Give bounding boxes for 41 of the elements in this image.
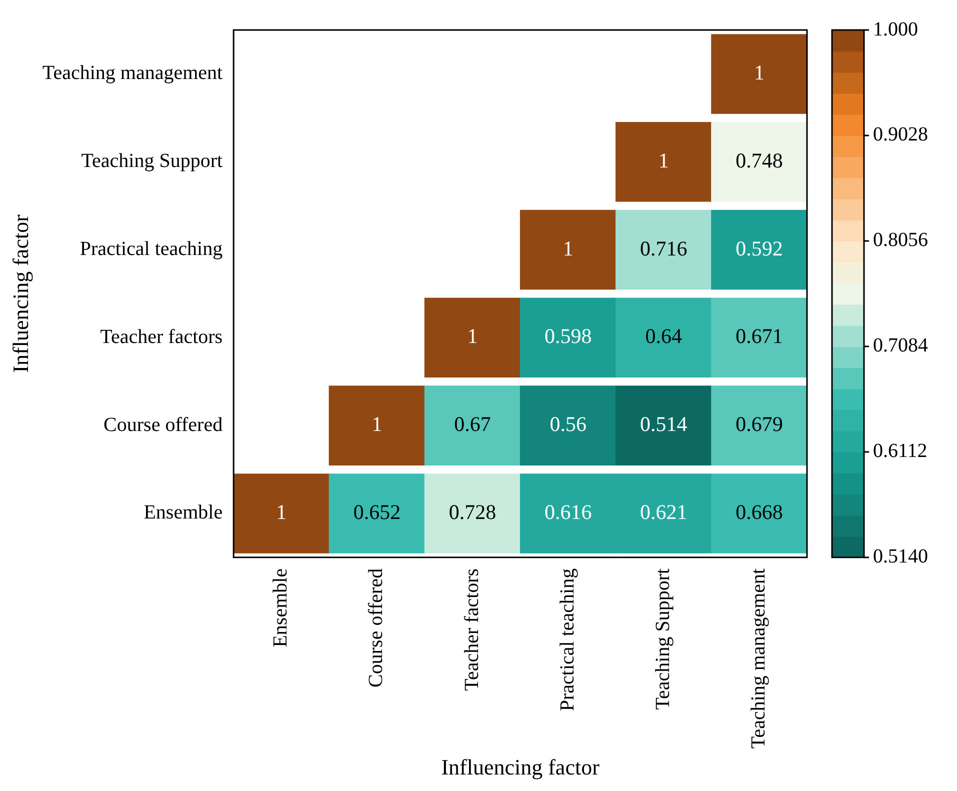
color-bar-label: 0.9028 xyxy=(873,124,928,146)
y-tick-label: Teacher factors xyxy=(100,326,223,348)
data-label: 0.652 xyxy=(353,500,401,524)
x-tick-label: Practical teaching xyxy=(556,568,578,712)
x-tick-label: Teaching management xyxy=(747,568,770,749)
data-label: 0.67 xyxy=(454,412,491,436)
x-tick-label: Teaching Support xyxy=(652,568,674,710)
data-label: 1 xyxy=(467,324,478,348)
data-label: 0.514 xyxy=(640,412,688,436)
x-tick-label: Teacher factors xyxy=(460,568,483,691)
y-axis-title: Influencing factor xyxy=(8,214,33,373)
data-label: 0.616 xyxy=(544,500,592,524)
y-tick-label: Course offered xyxy=(104,414,223,436)
data-label: 0.728 xyxy=(448,500,496,524)
color-bar-label: 0.5140 xyxy=(873,546,928,568)
color-bar-label: 1.000 xyxy=(873,18,918,40)
data-label: 0.64 xyxy=(645,324,683,348)
x-axis-title: Influencing factor xyxy=(441,754,600,780)
y-tick-label: Teaching management xyxy=(42,62,224,84)
data-label: 0.592 xyxy=(736,236,783,260)
y-tick-label: Ensemble xyxy=(144,502,223,524)
data-label: 1 xyxy=(276,500,287,524)
data-label: 0.716 xyxy=(640,236,688,260)
data-label: 1 xyxy=(562,236,574,260)
data-label: 0.748 xyxy=(736,148,783,172)
data-label: 0.56 xyxy=(550,412,586,436)
data-label: 0.671 xyxy=(736,324,783,348)
color-bar-label: 0.8056 xyxy=(873,229,928,252)
color-bar-label: 0.6112 xyxy=(873,440,928,462)
data-label: 1 xyxy=(754,60,764,84)
y-tick-label: Practical teaching xyxy=(80,238,223,260)
data-label: 0.598 xyxy=(544,324,592,348)
x-tick-label: Course offered xyxy=(365,568,388,688)
data-label: 0.621 xyxy=(640,500,688,524)
data-label: 1 xyxy=(658,148,669,172)
data-label: 1 xyxy=(372,412,382,436)
color-bar-label: 0.7084 xyxy=(873,334,928,357)
x-tick-label: Ensemble xyxy=(270,568,292,648)
data-label: 0.668 xyxy=(736,500,783,524)
y-tick-label: Teaching Support xyxy=(81,150,224,172)
data-label: 0.679 xyxy=(736,412,783,436)
